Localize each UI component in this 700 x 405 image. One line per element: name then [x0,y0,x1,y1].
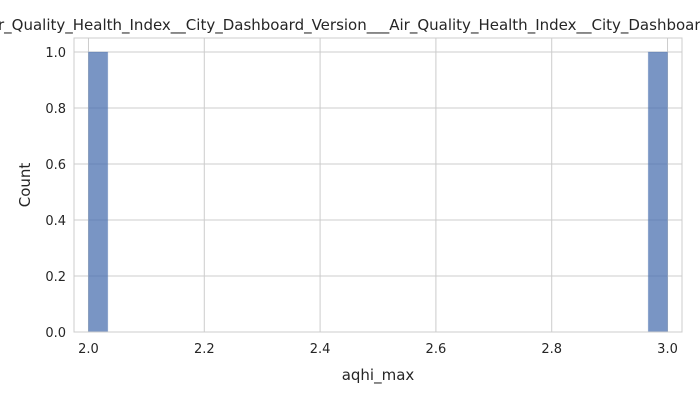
x-tick-label: 2.6 [426,342,447,357]
x-tick-label: 2.2 [194,342,215,357]
x-tick-label: 2.4 [310,342,331,357]
grid-lines [74,38,682,333]
x-axis-label: aqhi_max [342,366,415,385]
y-tick-label: 0.0 [45,326,66,341]
y-tick-label: 0.6 [45,158,66,173]
histogram-bar [647,51,669,333]
x-axis-ticks: 2.0 2.2 2.4 2.6 2.8 3.0 [78,342,678,357]
y-tick-label: 0.8 [45,102,66,117]
y-tick-label: 0.2 [45,270,66,285]
x-tick-label: 2.8 [541,342,562,357]
chart-title: Air_Quality_Health_Index__City_Dashboard… [0,16,700,35]
x-tick-label: 3.0 [657,342,678,357]
plot-frame [73,37,683,333]
histogram-bar [87,51,109,333]
x-tick-label: 2.0 [78,342,99,357]
y-axis-ticks: 0.0 0.2 0.4 0.6 0.8 1.0 [45,46,66,341]
y-tick-label: 0.4 [45,214,66,229]
y-axis-label: Count [16,163,34,208]
histogram-bars [87,51,669,333]
y-tick-label: 1.0 [45,46,66,61]
